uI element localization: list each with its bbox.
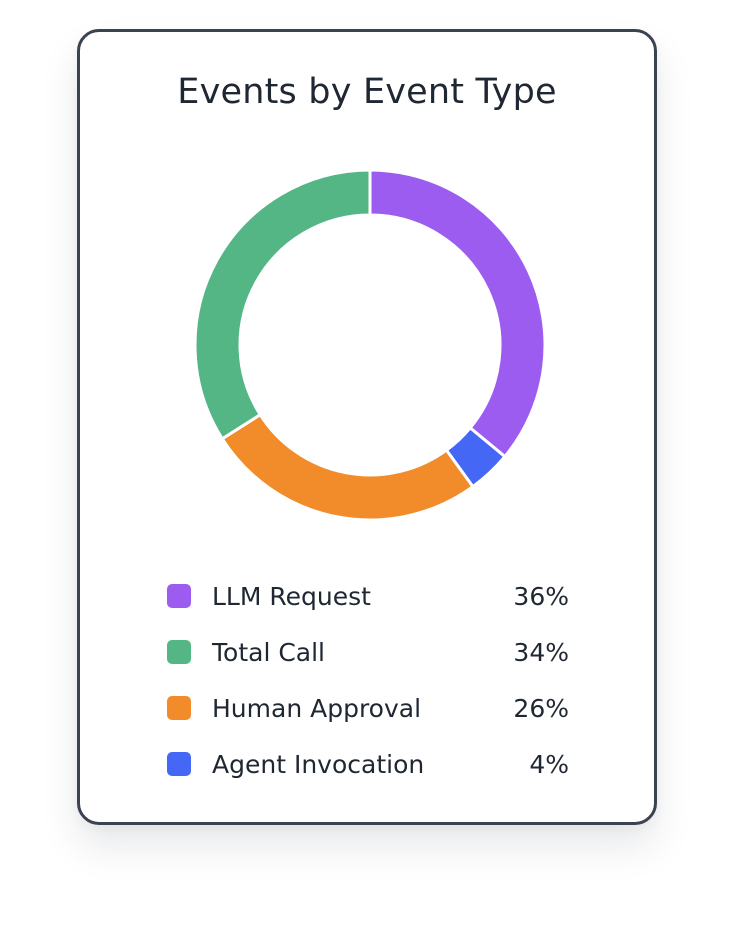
legend-item-total-call[interactable]: Total Call 34% [167, 624, 569, 680]
legend-label: LLM Request [212, 581, 371, 611]
donut-chart [193, 168, 547, 522]
legend-value: 36% [513, 581, 569, 611]
legend-value: 4% [529, 749, 569, 779]
legend-value: 34% [513, 637, 569, 667]
chart-legend: LLM Request 36% Total Call 34% Human Approva… [167, 568, 569, 792]
legend-swatch [167, 640, 191, 664]
legend-label: Agent Invocation [212, 749, 425, 779]
donut-slice-human-approval[interactable] [220, 413, 475, 522]
chart-card: Events by Event Type LLM Request 36% Total… [77, 29, 657, 825]
legend-value: 26% [513, 693, 569, 723]
legend-label: Total Call [212, 637, 326, 667]
donut-slice-total-call[interactable] [193, 168, 372, 441]
chart-title: Events by Event Type [177, 72, 557, 112]
legend-label: Human Approval [212, 693, 422, 723]
legend-swatch [167, 696, 191, 720]
donut-slice-llm-request[interactable] [368, 168, 547, 459]
legend-swatch [167, 752, 191, 776]
legend-item-agent-invocation[interactable]: Agent Invocation 4% [167, 736, 569, 792]
legend-swatch [167, 584, 191, 608]
legend-item-llm-request[interactable]: LLM Request 36% [167, 568, 569, 624]
legend-item-human-approval[interactable]: Human Approval 26% [167, 680, 569, 736]
